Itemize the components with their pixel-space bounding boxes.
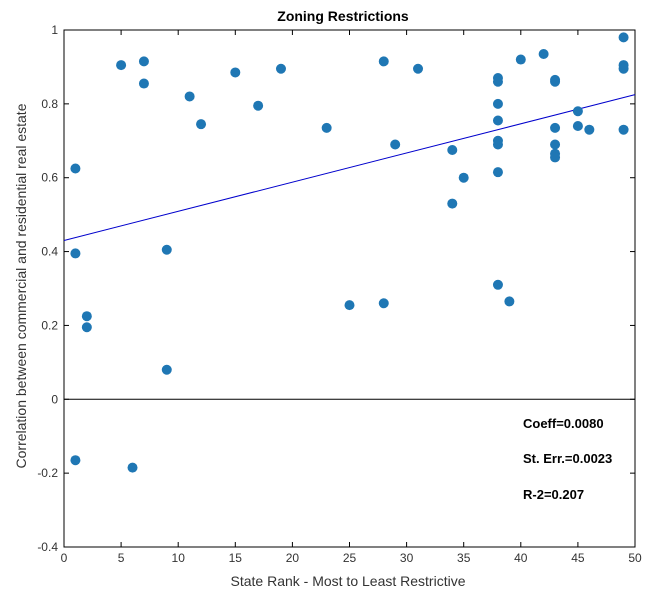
stat-coeff: Coeff=0.0080 [523, 416, 604, 431]
data-point [196, 119, 207, 130]
data-point [138, 56, 149, 67]
data-point [492, 279, 503, 290]
data-point [492, 139, 503, 150]
data-point [550, 139, 561, 150]
x-tick-label: 15 [229, 551, 243, 565]
data-point [81, 311, 92, 322]
x-tick-label: 40 [514, 551, 528, 565]
data-point [550, 76, 561, 87]
data-point [390, 139, 401, 150]
data-point [458, 172, 469, 183]
data-point [116, 60, 127, 71]
data-point [81, 322, 92, 333]
data-point [161, 244, 172, 255]
y-tick-label: -0.4 [37, 540, 58, 554]
x-tick-label: 5 [118, 551, 125, 565]
data-point [550, 122, 561, 133]
data-point [447, 145, 458, 156]
data-point [138, 78, 149, 89]
data-point [321, 122, 332, 133]
data-point [184, 91, 195, 102]
x-tick-label: 45 [571, 551, 585, 565]
regression-fit-line [63, 94, 636, 241]
data-point [70, 248, 81, 259]
y-tick-label: 0.4 [41, 245, 58, 259]
y-tick-label: 0.2 [41, 318, 58, 332]
data-point [492, 115, 503, 126]
data-point [618, 124, 629, 135]
data-point [413, 63, 424, 74]
data-point [253, 100, 264, 111]
y-tick-label: 0 [51, 392, 58, 406]
data-point [275, 63, 286, 74]
x-tick-label: 50 [628, 551, 642, 565]
data-point [515, 54, 526, 65]
x-tick-label: 10 [172, 551, 186, 565]
data-point [584, 124, 595, 135]
plot-area: 0 5 10 15 20 25 30 35 40 45 50 -0.4 -0.2 0 0.2 0.4 0.6 0.… [37, 23, 642, 565]
data-point [572, 121, 583, 132]
data-point [378, 298, 389, 309]
stat-r-squared: R-2=0.207 [523, 487, 584, 502]
data-point [492, 98, 503, 109]
data-point [504, 296, 515, 307]
data-point [344, 300, 355, 311]
y-tick-label: 0.6 [41, 171, 58, 185]
y-tick-label: 0.8 [41, 97, 58, 111]
data-points [70, 32, 629, 473]
axis-ticks: 0 5 10 15 20 25 30 35 40 45 50 -0.4 -0.2 0 0.2 0.4 0.6 0.… [37, 23, 642, 565]
data-point [572, 106, 583, 117]
data-point [550, 152, 561, 163]
y-axis-label: Correlation between commercial and resid… [13, 103, 29, 468]
x-tick-label: 35 [457, 551, 471, 565]
x-tick-label: 0 [61, 551, 68, 565]
data-point [447, 198, 458, 209]
data-point [492, 76, 503, 87]
stat-std-error: St. Err.=0.0023 [523, 451, 612, 466]
data-point [378, 56, 389, 67]
data-point [127, 462, 138, 473]
data-point [538, 49, 549, 60]
y-tick-label: -0.2 [37, 466, 58, 480]
y-tick-label: 1 [51, 23, 58, 37]
regression-stats: Coeff=0.0080 St. Err.=0.0023 R-2=0.207 [523, 416, 612, 502]
data-point [161, 364, 172, 375]
data-point [230, 67, 241, 78]
plot-frame [63, 29, 636, 548]
data-point [70, 455, 81, 466]
chart-title: Zoning Restrictions [277, 8, 409, 24]
x-tick-label: 20 [286, 551, 300, 565]
data-point [70, 163, 81, 174]
x-axis-label: State Rank - Most to Least Restrictive [231, 573, 466, 589]
data-point [618, 32, 629, 43]
data-point [618, 63, 629, 74]
x-tick-label: 25 [343, 551, 357, 565]
x-tick-label: 30 [400, 551, 414, 565]
data-point [492, 167, 503, 178]
